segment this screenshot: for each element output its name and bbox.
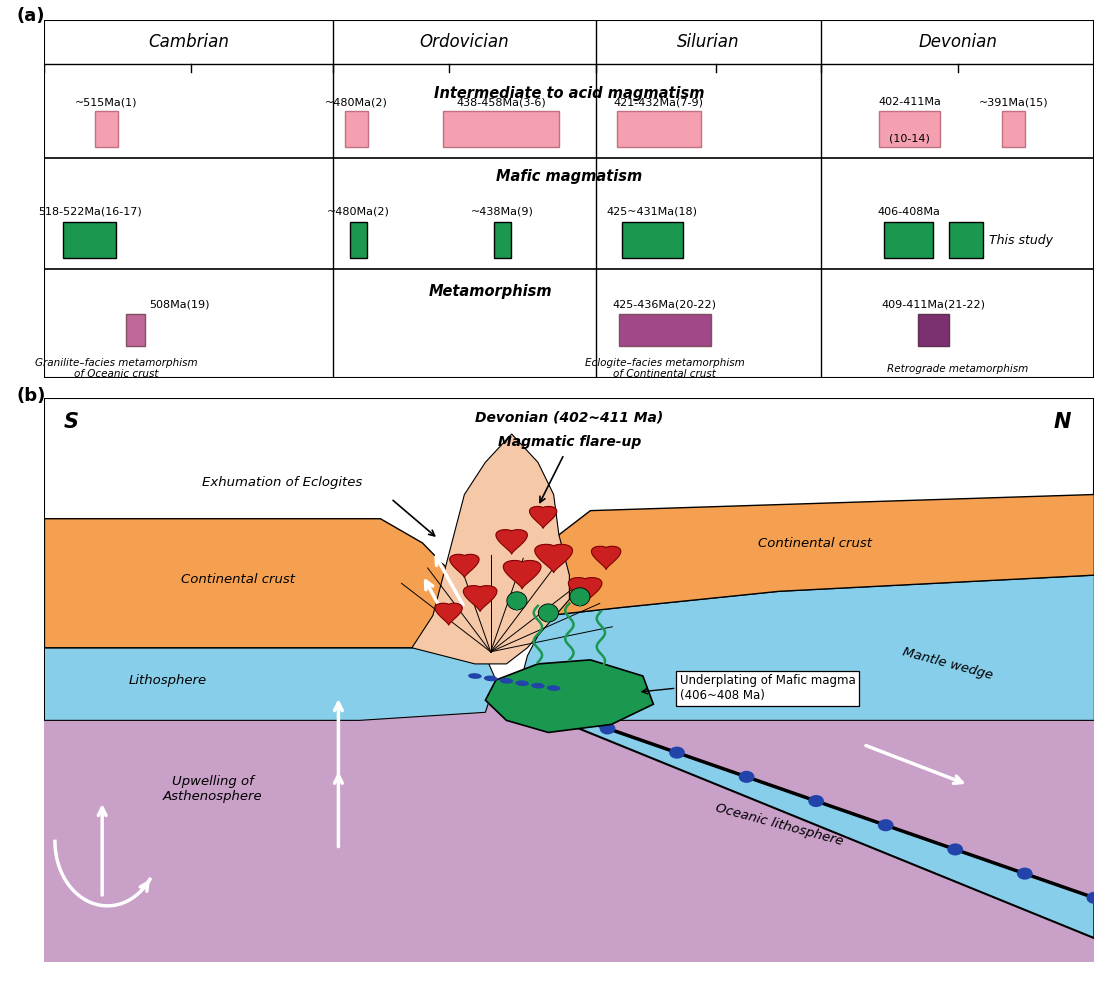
Polygon shape	[539, 604, 559, 622]
Bar	[127, 313, 146, 346]
Text: (b): (b)	[17, 387, 46, 405]
Text: ~480Ma(2): ~480Ma(2)	[327, 207, 390, 217]
Text: Cambrian: Cambrian	[149, 33, 229, 51]
Text: 402-411Ma: 402-411Ma	[878, 97, 941, 107]
Polygon shape	[530, 507, 557, 528]
Circle shape	[530, 698, 546, 710]
Circle shape	[1087, 892, 1102, 903]
Text: ~391Ma(15): ~391Ma(15)	[979, 97, 1049, 107]
Circle shape	[739, 771, 754, 783]
Text: (10-14): (10-14)	[889, 134, 930, 143]
Polygon shape	[463, 585, 497, 612]
Text: Magmatic flare-up: Magmatic flare-up	[498, 435, 641, 449]
Bar	[619, 313, 711, 346]
Ellipse shape	[483, 676, 498, 682]
Ellipse shape	[531, 682, 544, 688]
Text: Continental crust: Continental crust	[181, 573, 294, 586]
Circle shape	[948, 844, 963, 855]
Text: Oceanic lithosphere: Oceanic lithosphere	[714, 802, 844, 848]
Bar	[617, 111, 701, 147]
Polygon shape	[528, 495, 1094, 616]
Bar	[1002, 111, 1025, 147]
Text: Eclogite–facies metamorphism: Eclogite–facies metamorphism	[585, 358, 744, 368]
Text: (a): (a)	[17, 7, 46, 25]
Bar	[443, 111, 559, 147]
Text: of Continental crust: of Continental crust	[613, 369, 717, 379]
Bar	[344, 111, 368, 147]
Text: ~438Ma(9): ~438Ma(9)	[471, 207, 533, 217]
Bar	[918, 313, 950, 346]
Ellipse shape	[500, 678, 513, 683]
Text: Devonian: Devonian	[919, 33, 998, 51]
Circle shape	[808, 795, 824, 807]
Bar	[350, 222, 367, 258]
Text: Underplating of Mafic magma
(406~408 Ma): Underplating of Mafic magma (406~408 Ma)	[680, 674, 855, 702]
Ellipse shape	[516, 681, 529, 686]
Text: Exhumation of Eclogites: Exhumation of Eclogites	[202, 476, 362, 489]
Text: Continental crust: Continental crust	[759, 537, 872, 550]
Text: Upwelling of
Asthenosphere: Upwelling of Asthenosphere	[162, 775, 262, 803]
Text: 508Ma(19): 508Ma(19)	[149, 300, 210, 310]
Text: 406-408Ma: 406-408Ma	[877, 207, 940, 217]
Text: ~515Ma(1): ~515Ma(1)	[76, 97, 138, 107]
Text: 425-436Ma(20-22): 425-436Ma(20-22)	[613, 300, 717, 310]
Bar	[884, 222, 932, 258]
Polygon shape	[44, 631, 496, 721]
Polygon shape	[436, 603, 462, 626]
Circle shape	[600, 723, 615, 735]
Polygon shape	[44, 681, 1094, 962]
Polygon shape	[486, 660, 653, 733]
Polygon shape	[534, 544, 572, 573]
Polygon shape	[591, 546, 621, 570]
Text: S: S	[63, 411, 79, 432]
Circle shape	[669, 746, 684, 759]
Polygon shape	[507, 592, 527, 610]
Polygon shape	[503, 561, 541, 589]
Bar	[493, 222, 511, 258]
Polygon shape	[517, 575, 1094, 721]
Text: Lithosphere: Lithosphere	[129, 674, 207, 687]
Text: Devonian (402~411 Ma): Devonian (402~411 Ma)	[476, 410, 663, 425]
Text: Ordovician: Ordovician	[420, 33, 509, 51]
Text: 518-522Ma(16-17): 518-522Ma(16-17)	[38, 207, 141, 217]
Polygon shape	[44, 518, 474, 648]
Text: 421-432Ma(7-9): 421-432Ma(7-9)	[613, 97, 703, 107]
Polygon shape	[570, 588, 590, 606]
Polygon shape	[412, 434, 570, 664]
Bar	[94, 111, 118, 147]
Text: 438-458Ma(3-6): 438-458Ma(3-6)	[457, 97, 546, 107]
Text: Retrograde metamorphism: Retrograde metamorphism	[888, 363, 1029, 374]
Bar	[879, 111, 940, 147]
Circle shape	[1017, 867, 1032, 880]
Text: Intermediate to acid magmatism: Intermediate to acid magmatism	[434, 85, 704, 100]
Text: 425~431Ma(18): 425~431Ma(18)	[607, 207, 698, 217]
Ellipse shape	[468, 673, 482, 679]
Bar	[63, 222, 116, 258]
Text: of Oceanic crust: of Oceanic crust	[73, 369, 158, 379]
Text: N: N	[1053, 411, 1071, 432]
Text: Granilite–facies metamorphism: Granilite–facies metamorphism	[34, 358, 197, 368]
Text: Silurian: Silurian	[678, 33, 740, 51]
Text: ~480Ma(2): ~480Ma(2)	[324, 97, 388, 107]
Text: Metamorphism: Metamorphism	[429, 284, 552, 299]
Polygon shape	[538, 704, 1094, 938]
Text: 409-411Ma(21-22): 409-411Ma(21-22)	[882, 300, 985, 310]
Text: Mantle wedge: Mantle wedge	[901, 645, 994, 682]
Circle shape	[878, 819, 893, 832]
Ellipse shape	[547, 685, 560, 691]
Polygon shape	[496, 529, 528, 554]
Text: This study: This study	[989, 234, 1053, 246]
Bar	[622, 222, 683, 258]
Polygon shape	[569, 577, 602, 603]
Polygon shape	[450, 555, 479, 577]
Bar	[950, 222, 983, 258]
Text: Mafic magmatism: Mafic magmatism	[497, 169, 642, 184]
